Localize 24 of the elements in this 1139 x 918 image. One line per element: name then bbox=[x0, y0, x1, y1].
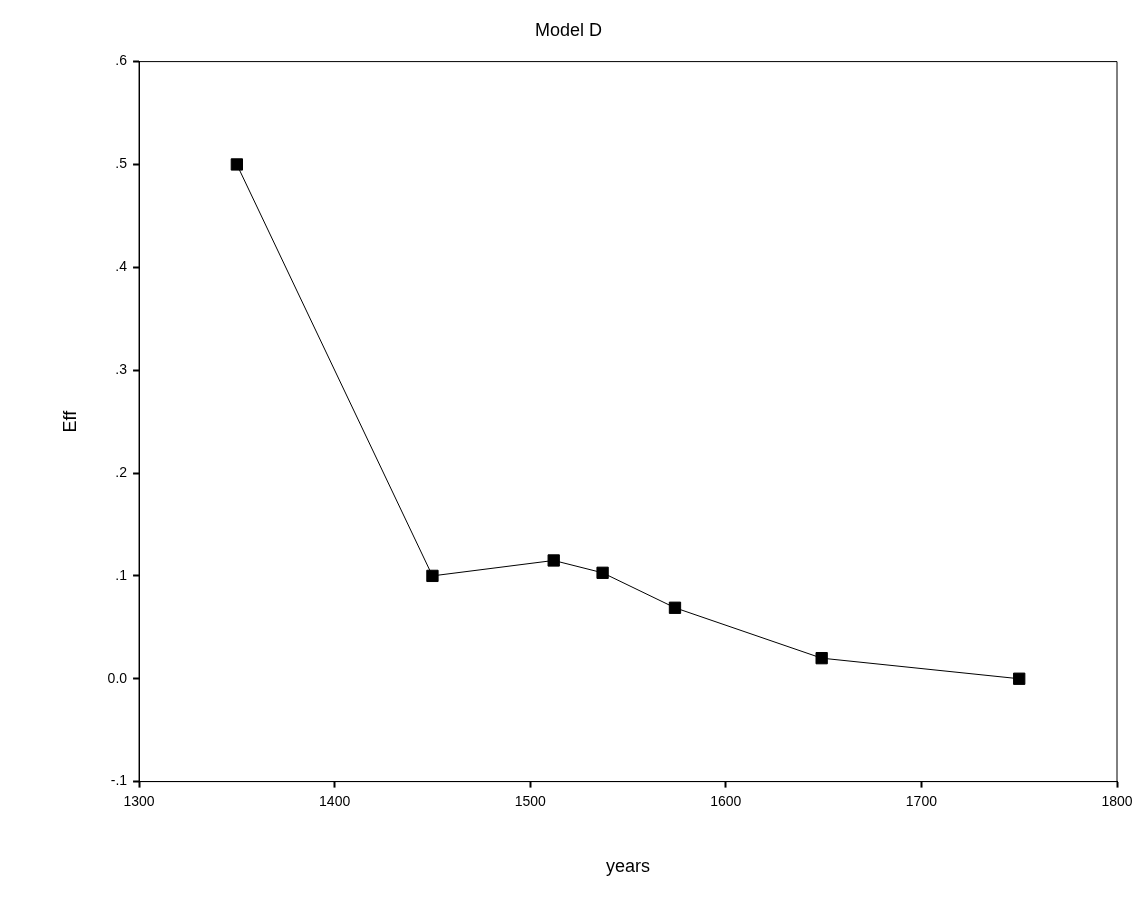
y-tick-label: .1 bbox=[115, 566, 128, 583]
y-tick-label: .3 bbox=[115, 361, 128, 378]
y-tick-label: -.1 bbox=[110, 772, 128, 789]
x-tick-label: 1600 bbox=[710, 792, 742, 809]
y-tick-label: .4 bbox=[115, 258, 128, 275]
chart-title: Model D bbox=[534, 19, 603, 40]
point bbox=[668, 601, 682, 614]
x-tick-label: 1800 bbox=[1101, 792, 1133, 809]
point bbox=[230, 158, 244, 171]
x-axis-title: years bbox=[606, 856, 651, 877]
point bbox=[815, 652, 828, 665]
y-tick-label: .2 bbox=[115, 463, 128, 480]
y-tick-label: .5 bbox=[115, 155, 128, 172]
x-tick-label: 1400 bbox=[319, 792, 351, 809]
x-tick-label: 1500 bbox=[514, 792, 547, 809]
point bbox=[547, 554, 560, 567]
point bbox=[596, 566, 609, 579]
x-tick-label: 1300 bbox=[123, 792, 155, 809]
point bbox=[1013, 672, 1026, 685]
y-tick-label: .6 bbox=[115, 52, 128, 69]
y-tick-label: 0.0 bbox=[107, 669, 128, 686]
point bbox=[426, 569, 439, 583]
y-axis-title: Eff bbox=[59, 409, 80, 433]
x-tick-label: 1700 bbox=[905, 792, 938, 809]
